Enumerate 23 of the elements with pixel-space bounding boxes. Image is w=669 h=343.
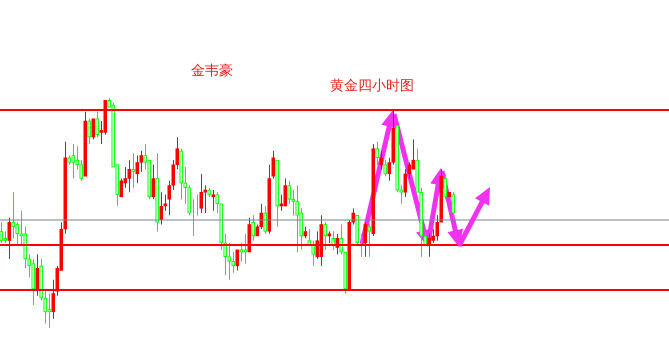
- candlestick: [303, 226, 308, 239]
- candlestick: [295, 184, 300, 253]
- candlestick: [283, 178, 288, 207]
- candlestick: [399, 184, 404, 204]
- candlestick: [239, 242, 244, 262]
- candlestick: [443, 173, 448, 200]
- candlestick: [151, 164, 156, 200]
- text: 金韦豪: [191, 62, 233, 80]
- candlestick: [323, 222, 328, 250]
- chart-title: 黄金四小时图: [330, 77, 414, 95]
- candlestick: [403, 168, 408, 198]
- candlestick: [287, 180, 292, 204]
- candlestick: [243, 233, 248, 264]
- candlestick: [207, 187, 212, 198]
- candlestick: [251, 214, 256, 242]
- candlestick: [87, 118, 92, 144]
- candlestick: [0, 222, 4, 244]
- candlestick: [91, 118, 96, 140]
- candlestick: [127, 160, 132, 193]
- candlestick: [131, 152, 136, 188]
- candlestick: [135, 155, 140, 184]
- candlestick: [451, 192, 456, 220]
- candlestick: [3, 230, 8, 244]
